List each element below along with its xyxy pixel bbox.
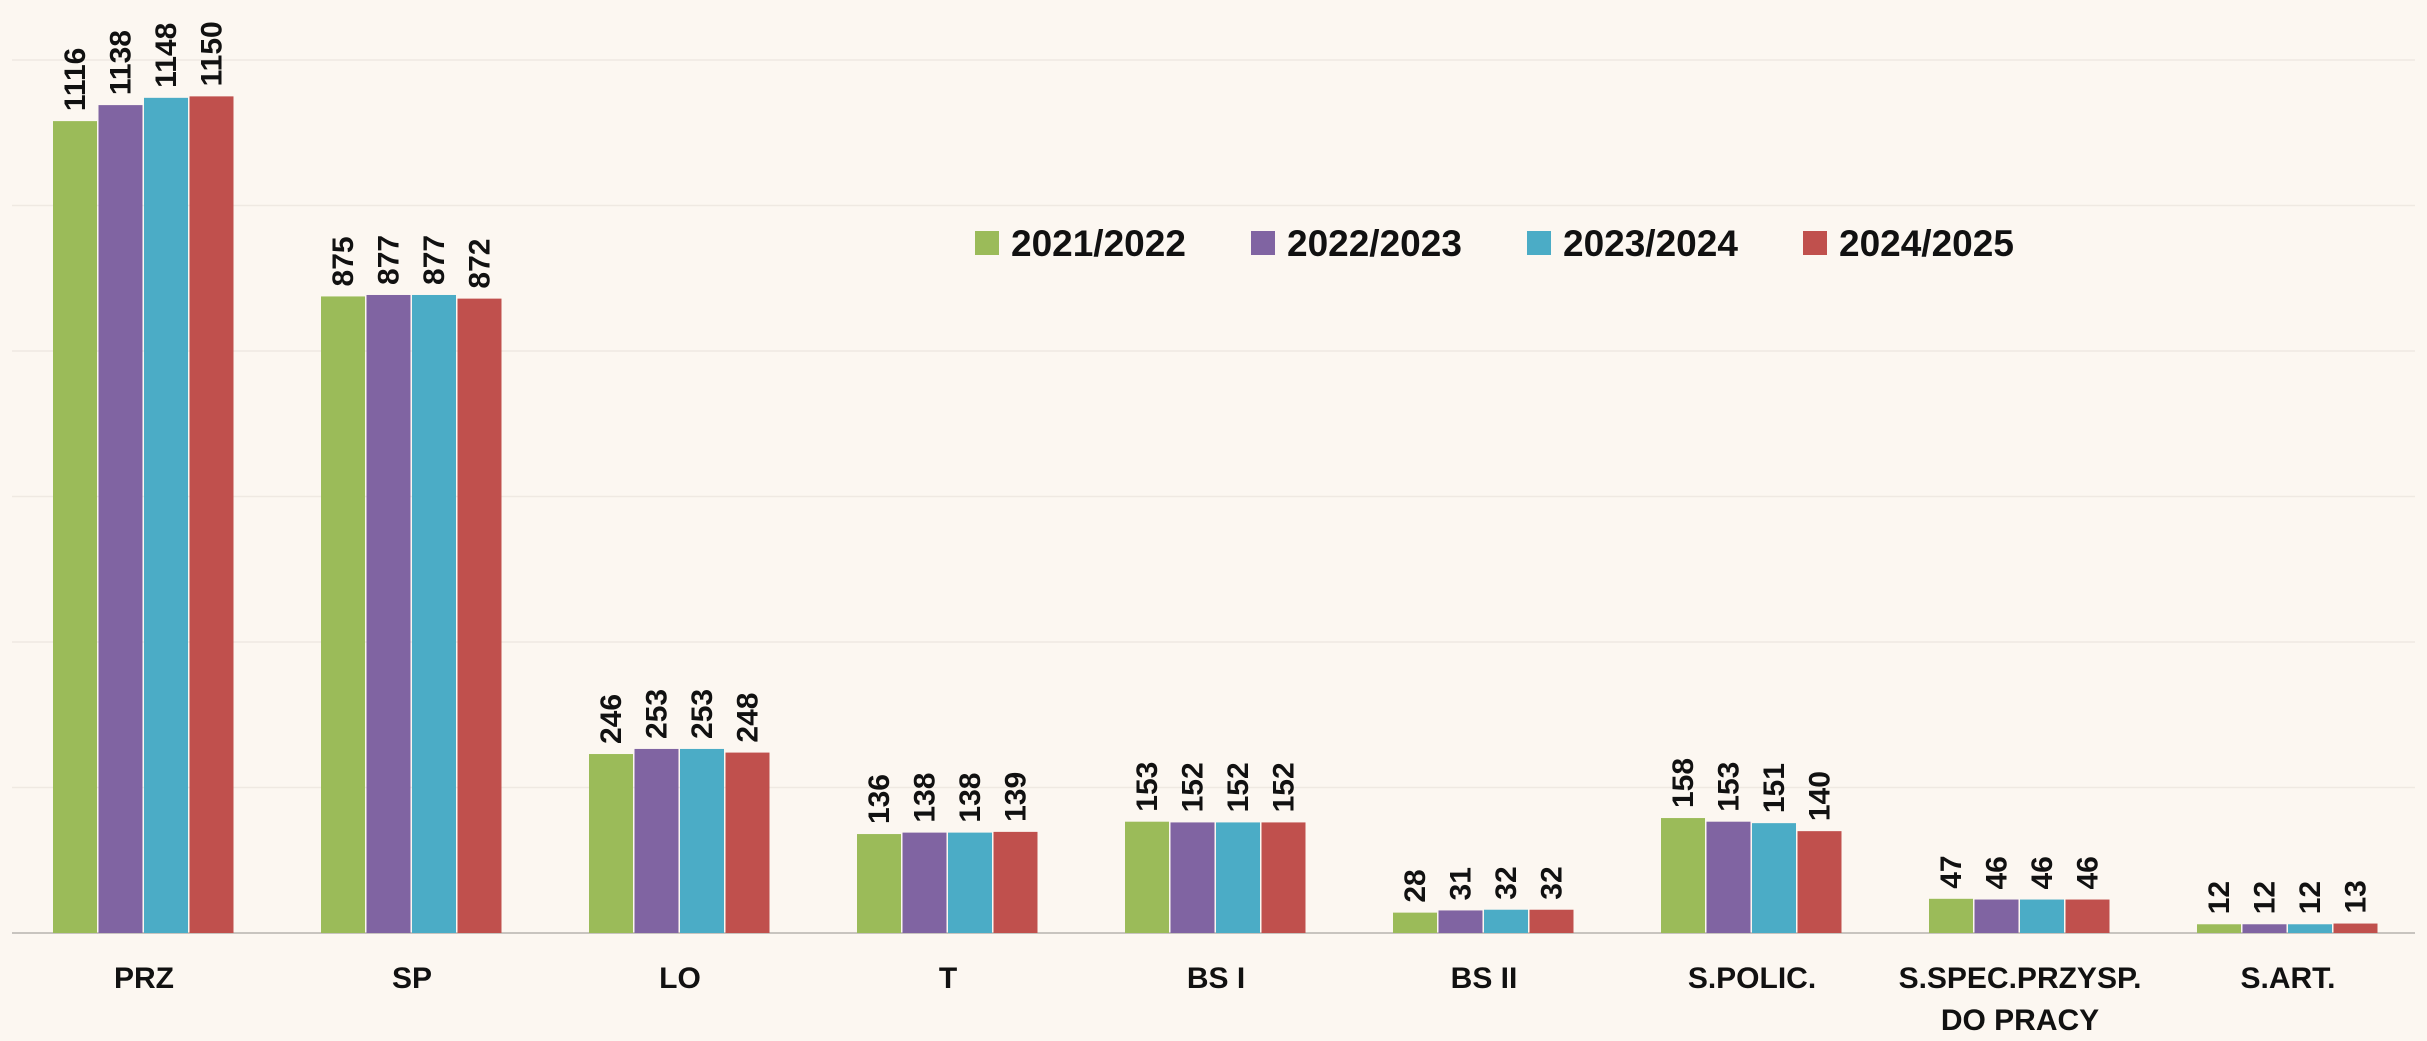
bar (680, 748, 724, 933)
legend-swatch (975, 231, 999, 255)
bar (857, 834, 901, 933)
value-label: 138 (954, 773, 987, 823)
bar (53, 121, 97, 934)
value-label: 136 (863, 774, 896, 824)
bar (1438, 910, 1483, 933)
bar (2333, 923, 2378, 933)
bar (1393, 912, 1437, 933)
value-label: 253 (686, 689, 719, 739)
value-label: 248 (732, 693, 765, 743)
bar (98, 105, 143, 934)
bar (2020, 899, 2064, 933)
legend-label: 2024/2025 (1839, 223, 2014, 264)
bar (1752, 823, 1796, 933)
legend-label: 2023/2024 (1563, 223, 1738, 264)
bar (1529, 909, 1574, 933)
bar (589, 754, 633, 933)
x-tick-label: S.SPEC.PRZYSP. DO PRACY (1898, 962, 2142, 1037)
bar (412, 294, 456, 933)
value-label: 13 (2340, 880, 2373, 913)
value-label: 1150 (196, 21, 229, 86)
x-tick-label: BS II (1450, 962, 1518, 995)
value-label: 1138 (105, 30, 138, 95)
legend-swatch (1803, 231, 1827, 255)
value-label: 158 (1667, 758, 1700, 808)
bar (457, 298, 502, 933)
value-label: 12 (2203, 881, 2236, 914)
x-tick-label: T (938, 962, 958, 995)
bar (725, 752, 770, 933)
bar (1706, 821, 1751, 933)
value-label: 153 (1131, 762, 1164, 812)
bar (2065, 899, 2110, 933)
value-label: 138 (909, 773, 942, 823)
value-label: 1148 (150, 23, 183, 88)
bar (1261, 822, 1306, 933)
value-label: 139 (1000, 772, 1033, 822)
value-label: 877 (373, 235, 406, 285)
legend-label: 2021/2022 (1011, 223, 1186, 264)
bar (1661, 818, 1705, 933)
x-tick-label: LO (659, 962, 701, 995)
value-label: 152 (1268, 762, 1301, 812)
value-label: 877 (418, 235, 451, 285)
legend-label: 2022/2023 (1287, 223, 1462, 264)
value-label: 46 (1981, 856, 2014, 889)
bar (1484, 909, 1528, 933)
bar (2288, 924, 2332, 933)
bar (902, 832, 947, 933)
bar (993, 831, 1038, 933)
bar (1216, 822, 1260, 933)
bar (1974, 899, 2019, 933)
value-label: 151 (1758, 763, 1791, 813)
bar (1170, 822, 1215, 933)
bar (366, 294, 411, 933)
value-label: 872 (464, 239, 497, 289)
bar (1929, 898, 1973, 933)
value-label: 47 (1935, 855, 1968, 888)
legend-swatch (1251, 231, 1275, 255)
value-label: 1116 (59, 48, 92, 111)
x-tick-label: SP (391, 962, 433, 995)
value-label: 140 (1804, 771, 1837, 821)
bar (2197, 924, 2241, 933)
value-label: 31 (1445, 867, 1478, 900)
bar (2242, 924, 2287, 933)
bar (634, 748, 679, 933)
value-label: 153 (1713, 762, 1746, 812)
value-label: 246 (595, 694, 628, 744)
value-label: 253 (641, 689, 674, 739)
x-tick-label: BS I (1186, 962, 1246, 995)
value-label: 46 (2026, 856, 2059, 889)
bar (1797, 831, 1842, 933)
value-label: 875 (327, 236, 360, 286)
value-label: 152 (1222, 762, 1255, 812)
value-label: 28 (1399, 869, 1432, 902)
x-tick-label: S.ART. (2240, 962, 2336, 995)
x-tick-label: PRZ (114, 962, 174, 995)
value-label: 46 (2072, 856, 2105, 889)
bar (321, 296, 365, 933)
legend-swatch (1527, 231, 1551, 255)
bar (144, 97, 188, 933)
value-label: 32 (1490, 866, 1523, 899)
value-label: 32 (1536, 866, 1569, 899)
bar (1125, 821, 1169, 933)
value-label: 12 (2294, 881, 2327, 914)
bar (189, 96, 234, 933)
value-label: 152 (1177, 762, 1210, 812)
x-tick-label: S.POLIC. (1687, 962, 1817, 995)
value-label: 12 (2249, 881, 2282, 914)
bar (948, 832, 992, 933)
